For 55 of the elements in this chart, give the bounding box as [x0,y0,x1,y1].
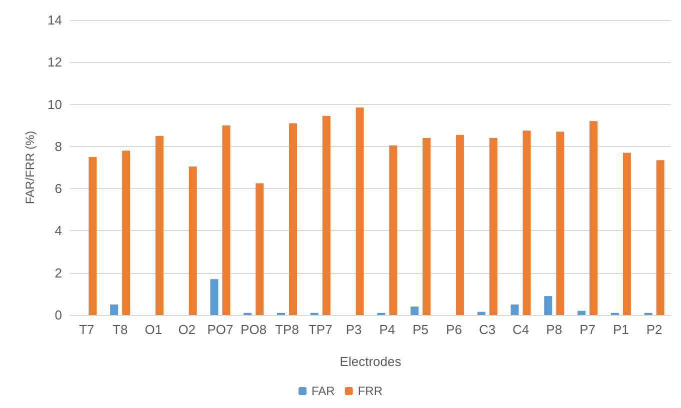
x-tick-label: P2 [646,322,662,337]
bar [410,306,419,315]
x-tick-label: PO7 [207,322,234,337]
x-tick-label: PO8 [240,322,267,337]
bar [477,312,486,315]
bar [489,138,498,315]
legend-label: FAR [312,384,336,398]
x-tick-label: P4 [379,322,396,337]
x-tick-label: C3 [479,322,496,337]
y-tick-label: 4 [54,223,62,238]
x-tick-label: C4 [512,322,530,337]
bar [656,160,664,315]
x-tick-label: O2 [178,322,196,337]
bar [578,310,586,315]
x-tick-label: P6 [446,322,462,337]
y-tick-label: 8 [54,138,62,154]
bar [356,107,364,315]
x-tick-label: T8 [112,322,128,337]
x-tick-label: TP7 [308,322,332,337]
y-tick-label: 2 [54,265,62,280]
x-axis-title: Electrodes [340,354,402,369]
x-tick-label: O1 [144,322,162,337]
x-tick-label: P5 [412,322,429,337]
bar [210,279,218,315]
bar [522,130,531,315]
y-tick-label: 6 [54,181,62,196]
bar [590,121,598,315]
bar [110,304,118,315]
bar [544,296,552,315]
bar [422,138,431,315]
x-tick-label: TP8 [275,322,299,337]
bar [322,116,330,315]
y-axis-title: FAR/FRR (%) [23,130,37,204]
bar [622,152,631,315]
bar [389,145,398,315]
bar [222,125,230,315]
x-tick-label: P7 [580,322,596,337]
bar [155,136,164,315]
x-tick-label: P3 [346,322,362,337]
bar [289,123,298,315]
bar [556,132,564,315]
y-tick-label: 14 [48,12,62,28]
bar [88,156,97,315]
bar [256,183,264,315]
x-tick-label: T7 [79,322,94,337]
y-tick-label: 10 [48,96,62,112]
bar [510,304,519,315]
y-tick-label: 12 [48,54,62,70]
x-tick-label: P1 [612,322,629,337]
legend-label: FRR [358,384,383,398]
bar [188,166,197,315]
bar [456,134,464,315]
bar [122,150,130,315]
y-tick-label: 0 [54,308,62,322]
x-tick-label: P8 [546,322,562,337]
